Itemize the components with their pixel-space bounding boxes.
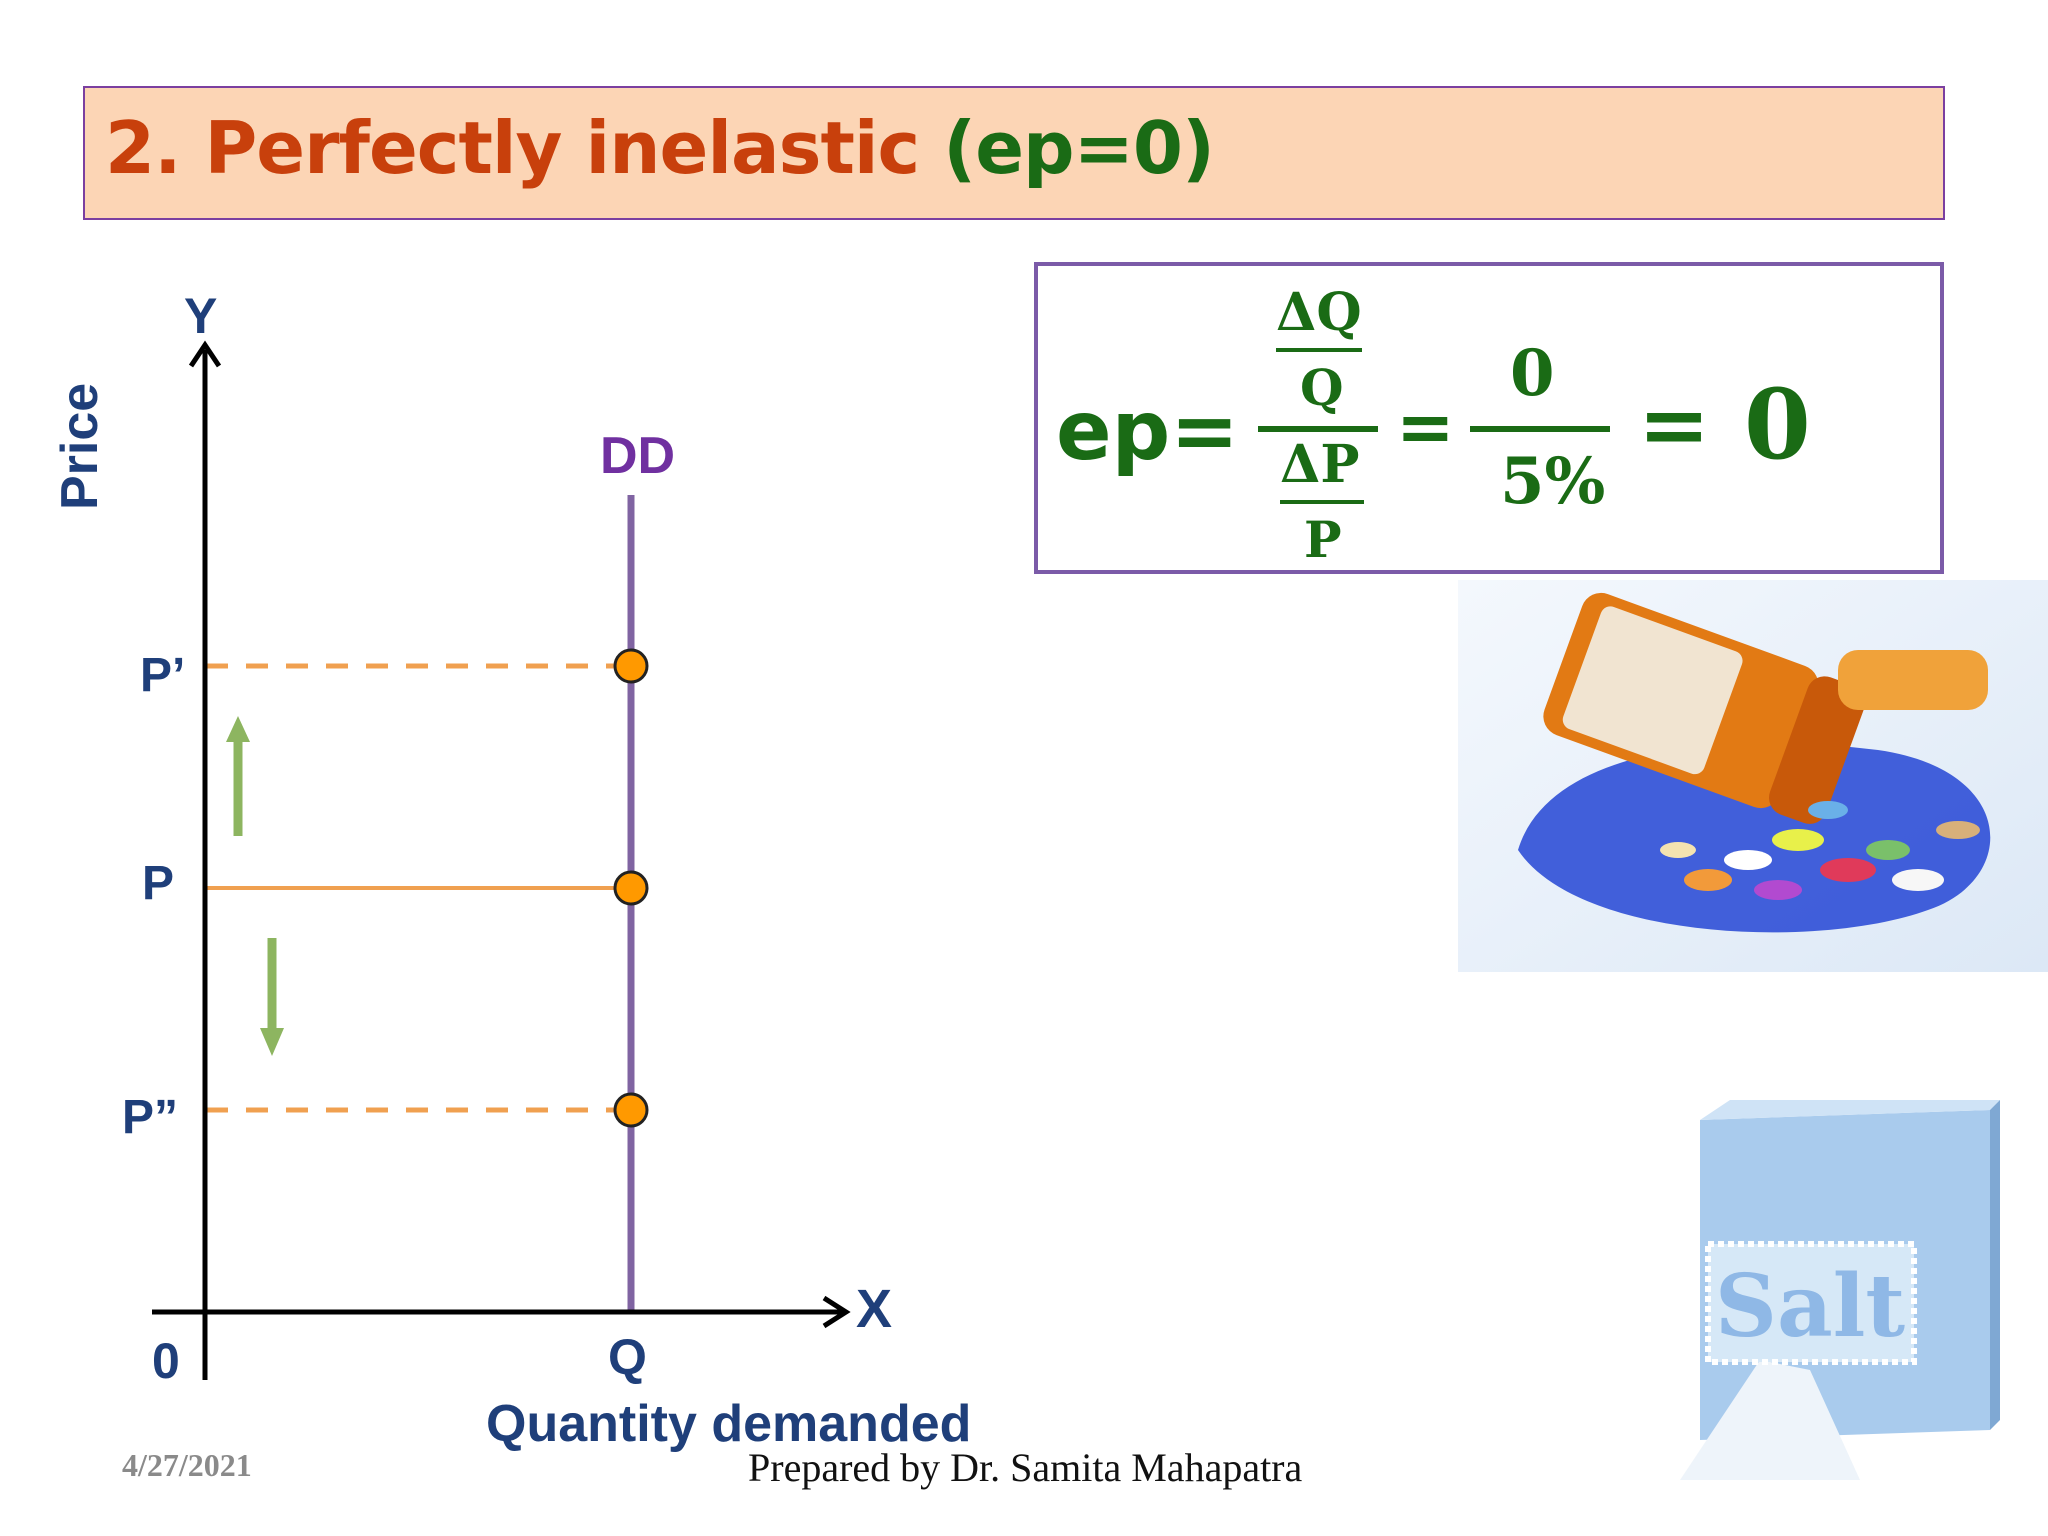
formula-equals-1: = — [1396, 386, 1455, 468]
price-label-p: P — [142, 857, 175, 910]
y-axis-letter: Y — [184, 288, 218, 344]
formula-num-bar — [1276, 348, 1362, 352]
formula-frac2-bar — [1470, 426, 1610, 432]
formula-num-delta: ΔQ — [1276, 282, 1362, 343]
formula-main-bar — [1258, 426, 1378, 432]
formula-num-base: Q — [1300, 358, 1344, 417]
point-p-prime — [613, 648, 649, 684]
y-axis-arrowhead — [188, 340, 222, 368]
price-label-p-prime: P’ — [140, 649, 186, 702]
quantity-label: Q — [608, 1329, 647, 1385]
price-rise-arrow-icon — [226, 716, 250, 742]
formula-den-delta: ΔP — [1280, 434, 1360, 495]
formula-frac2-numerator: 0 — [1510, 336, 1555, 411]
y-axis-title: Price — [51, 382, 109, 510]
x-axis-title: Quantity demanded — [486, 1395, 972, 1453]
medicine-bottle-pills-image — [1458, 580, 2048, 972]
price-fall-arrow-icon — [260, 1028, 284, 1056]
formula-lhs: ep= — [1056, 384, 1240, 479]
price-label-p-double-prime: P” — [122, 1091, 179, 1144]
salt-label: Salt — [1715, 1256, 1906, 1357]
demand-curve-label: DD — [600, 427, 676, 485]
formula-result: 0 — [1744, 368, 1811, 481]
slide-author: Prepared by Dr. Samita Mahapatra — [748, 1445, 1303, 1490]
point-p-double-prime — [613, 1092, 649, 1128]
x-axis-letter: X — [856, 1279, 893, 1339]
title-banner: 2. Perfectly inelastic (ep=0) — [83, 86, 1945, 220]
formula-den-bar — [1280, 500, 1364, 504]
formula-equals-2: = — [1638, 374, 1711, 475]
origin-label: 0 — [152, 1333, 180, 1389]
x-axis-arrowhead — [822, 1295, 851, 1329]
formula-frac2-denominator: 5% — [1500, 444, 1606, 519]
title-formula: (ep=0) — [943, 106, 1215, 190]
salt-box-image: Salt — [1680, 1100, 2000, 1480]
slide-title: 2. Perfectly inelastic (ep=0) — [105, 106, 1215, 190]
elasticity-formula-box: ep= ΔQ Q ΔP P = 0 5% = 0 — [1034, 262, 1944, 574]
formula-den-base: P — [1304, 510, 1342, 569]
point-p — [613, 870, 649, 906]
slide-date: 4/27/2021 — [122, 1447, 252, 1483]
title-main: 2. Perfectly inelastic — [105, 106, 944, 190]
